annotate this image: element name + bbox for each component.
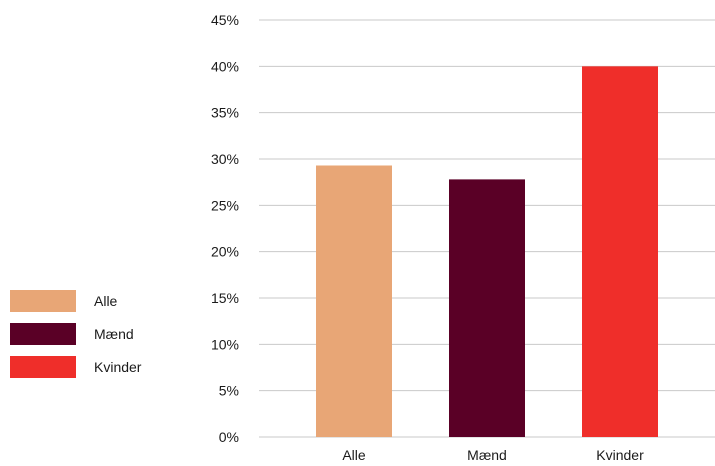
x-tick-label: Alle: [342, 447, 366, 463]
y-tick-label: 35%: [211, 105, 239, 121]
legend-item-alle: Alle: [10, 290, 141, 312]
y-tick-label: 30%: [211, 151, 239, 167]
y-tick-label: 10%: [211, 336, 239, 352]
legend-swatch-alle: [10, 290, 76, 312]
y-tick-label: 5%: [219, 383, 239, 399]
legend-item-maend: Mænd: [10, 323, 141, 345]
y-tick-label: 45%: [211, 12, 239, 28]
bar-3: [582, 66, 658, 437]
x-axis-labels: Alle Mænd Kvinder: [342, 447, 644, 463]
y-tick-label: 40%: [211, 58, 239, 74]
legend-swatch-kvinder: [10, 356, 76, 378]
y-tick-label: 15%: [211, 290, 239, 306]
legend-label-alle: Alle: [94, 293, 118, 309]
legend-item-kvinder: Kvinder: [10, 356, 141, 378]
y-axis-ticks: 0% 5% 10% 15% 20% 25% 30% 35% 40% 45%: [211, 12, 239, 445]
bar-1: [316, 165, 392, 437]
legend-label-maend: Mænd: [94, 326, 134, 342]
legend-swatch-maend: [10, 323, 76, 345]
x-tick-label: Kvinder: [596, 447, 644, 463]
bars: [316, 66, 658, 438]
y-tick-label: 0%: [219, 429, 239, 445]
y-tick-label: 25%: [211, 197, 239, 213]
legend: Alle Mænd Kvinder: [10, 290, 141, 389]
y-tick-label: 20%: [211, 244, 239, 260]
legend-label-kvinder: Kvinder: [94, 359, 142, 375]
bar-2: [449, 179, 525, 438]
x-tick-label: Mænd: [467, 447, 507, 463]
